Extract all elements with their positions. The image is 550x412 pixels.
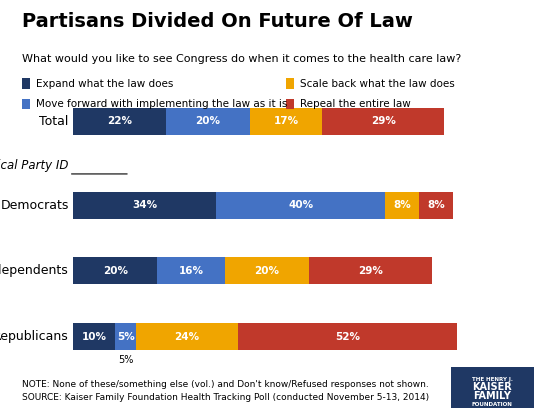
Text: 20%: 20% xyxy=(195,116,221,126)
Text: 5%: 5% xyxy=(118,355,134,365)
Text: THE HENRY J.: THE HENRY J. xyxy=(472,377,513,382)
Text: FAMILY: FAMILY xyxy=(474,391,511,401)
Bar xyxy=(385,192,419,218)
Text: 17%: 17% xyxy=(273,116,299,126)
Text: 29%: 29% xyxy=(358,266,383,276)
Text: 22%: 22% xyxy=(107,116,132,126)
Bar xyxy=(73,192,217,218)
Text: Republicans: Republicans xyxy=(0,330,69,343)
Bar xyxy=(309,258,432,284)
Text: 40%: 40% xyxy=(288,200,313,210)
Text: Total: Total xyxy=(40,115,69,128)
Text: 5%: 5% xyxy=(117,332,135,342)
Text: 29%: 29% xyxy=(371,116,395,126)
Text: What would you like to see Congress do when it comes to the health care law?: What would you like to see Congress do w… xyxy=(22,54,461,63)
Bar xyxy=(73,258,157,284)
Text: 8%: 8% xyxy=(393,200,411,210)
Text: 10%: 10% xyxy=(81,332,107,342)
Text: Independents: Independents xyxy=(0,265,69,277)
Text: Scale back what the law does: Scale back what the law does xyxy=(300,79,454,89)
Bar xyxy=(225,258,309,284)
Bar xyxy=(157,258,225,284)
Text: 34%: 34% xyxy=(132,200,157,210)
Text: 16%: 16% xyxy=(179,266,204,276)
Text: SOURCE: Kaiser Family Foundation Health Tracking Poll (conducted November 5-13, : SOURCE: Kaiser Family Foundation Health … xyxy=(22,393,429,402)
Bar xyxy=(115,323,136,350)
Text: Repeal the entire law: Repeal the entire law xyxy=(300,99,410,109)
Bar xyxy=(419,192,453,218)
Text: Democrats: Democrats xyxy=(1,199,69,212)
Text: NOTE: None of these/something else (vol.) and Don't know/Refused responses not s: NOTE: None of these/something else (vol.… xyxy=(22,380,429,389)
Text: KAISER: KAISER xyxy=(472,382,512,392)
Text: 8%: 8% xyxy=(427,200,445,210)
Bar xyxy=(73,323,115,350)
Text: Expand what the law does: Expand what the law does xyxy=(36,79,173,89)
Bar xyxy=(250,108,322,135)
Text: 20%: 20% xyxy=(103,266,128,276)
Text: 20%: 20% xyxy=(255,266,279,276)
Bar xyxy=(166,108,250,135)
Text: Move forward with implementing the law as it is: Move forward with implementing the law a… xyxy=(36,99,287,109)
Bar xyxy=(136,323,238,350)
Bar xyxy=(73,108,166,135)
Text: 52%: 52% xyxy=(335,332,360,342)
Text: Partisans Divided On Future Of Law: Partisans Divided On Future Of Law xyxy=(22,12,413,31)
Bar xyxy=(322,108,444,135)
Text: FOUNDATION: FOUNDATION xyxy=(472,402,513,407)
Bar xyxy=(238,323,457,350)
Text: 24%: 24% xyxy=(174,332,200,342)
Text: By Political Party ID: By Political Party ID xyxy=(0,159,69,172)
Bar xyxy=(217,192,385,218)
